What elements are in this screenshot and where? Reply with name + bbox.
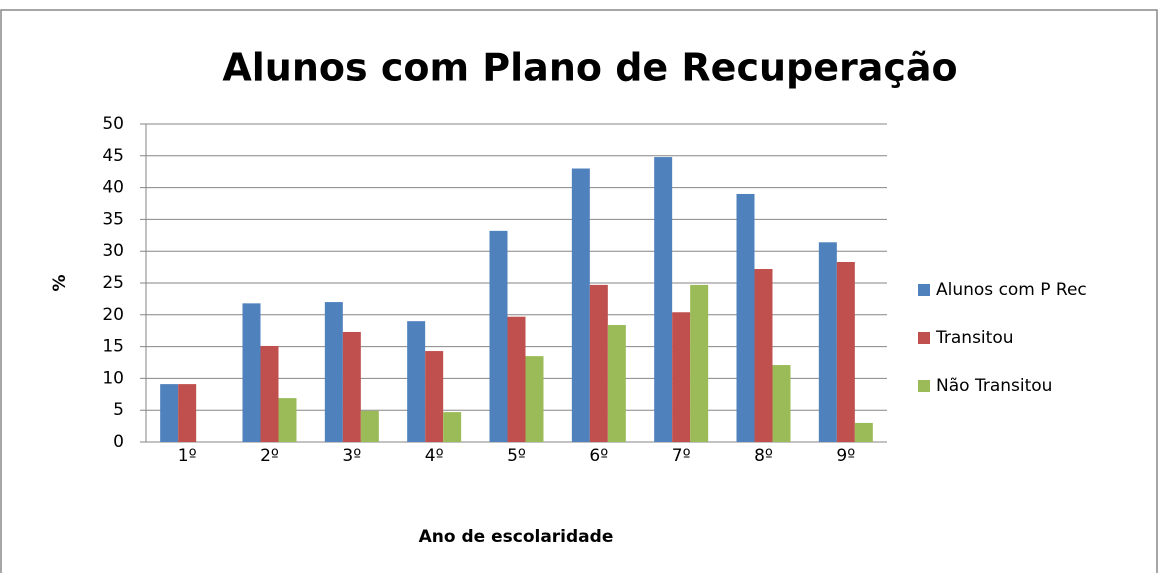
bar (360, 410, 379, 442)
bar (260, 345, 279, 442)
bar (672, 312, 691, 442)
bar (736, 193, 755, 442)
legend-swatch (918, 332, 930, 344)
bar (754, 269, 773, 442)
legend-swatch (918, 380, 930, 392)
bar (690, 284, 709, 442)
legend-label: Não Transitou (936, 376, 1052, 396)
x-tick-label: 8º (754, 446, 773, 466)
bar (525, 356, 544, 442)
y-tick-label: 50 (102, 114, 124, 134)
bar (818, 242, 837, 442)
bar (507, 316, 526, 442)
y-tick-label: 5 (113, 400, 124, 420)
bar (160, 384, 179, 442)
x-tick-label: 9º (836, 446, 855, 466)
x-tick-label: 4º (425, 446, 444, 466)
bar (178, 384, 197, 442)
bar (489, 230, 508, 442)
x-axis-title: Ano de escolaridade (419, 527, 614, 547)
bar (836, 262, 855, 442)
bar (425, 351, 444, 442)
x-tick-label: 3º (342, 446, 361, 466)
bar (654, 157, 673, 442)
y-tick-label: 45 (102, 146, 124, 166)
x-tick-label: 6º (589, 446, 608, 466)
legend-swatch (918, 284, 930, 296)
legend-label: Transitou (935, 328, 1014, 348)
y-tick-label: 25 (102, 273, 124, 293)
x-tick-label: 7º (672, 446, 691, 466)
x-tick-label: 2º (260, 446, 279, 466)
y-tick-label: 10 (102, 368, 124, 388)
bar (407, 321, 426, 442)
bar (772, 365, 791, 442)
bar (589, 284, 608, 442)
y-tick-label: 0 (113, 432, 124, 452)
bar (571, 168, 590, 442)
legend-label: Alunos com P Rec (936, 280, 1087, 300)
chart-title: Alunos com Plano de Recuperação (222, 46, 957, 90)
x-tick-label: 5º (507, 446, 526, 466)
y-tick-label: 40 (102, 178, 124, 198)
bar (242, 303, 261, 442)
y-tick-label: 15 (102, 337, 124, 357)
y-tick-label: 20 (102, 305, 124, 325)
y-tick-label: 35 (102, 209, 124, 229)
bar (324, 302, 343, 442)
y-axis-title: % (50, 274, 70, 291)
bar (854, 422, 873, 442)
x-tick-label: 1º (178, 446, 197, 466)
bar (342, 331, 361, 442)
bar (278, 398, 297, 442)
bar (443, 412, 462, 442)
bar (607, 324, 626, 442)
y-tick-label: 30 (102, 241, 124, 261)
